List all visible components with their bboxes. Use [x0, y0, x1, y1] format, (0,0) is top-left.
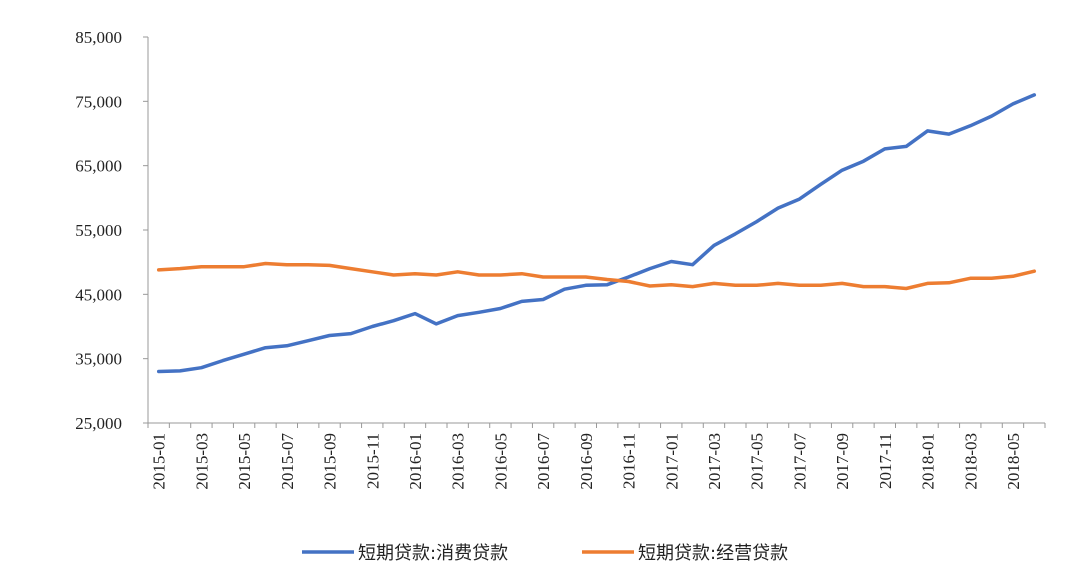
x-tick-label: 2017-03: [705, 433, 724, 490]
x-tick-label: 2015-01: [150, 433, 169, 490]
x-tick-label: 2016-11: [620, 433, 639, 489]
y-tick-label: 45,000: [75, 285, 122, 304]
x-tick-label: 2018-03: [961, 433, 980, 490]
x-tick-label: 2017-07: [790, 433, 809, 490]
x-tick-label: 2018-05: [1004, 433, 1023, 490]
y-axis: 85,000 75,000 65,000 55,000 45,000 35,000 25,0…: [75, 28, 149, 433]
series-layer: [156, 93, 1037, 374]
x-tick-label: 2016-01: [406, 433, 425, 490]
x-tick-label: 2016-07: [534, 433, 553, 490]
series-line-1: [156, 93, 1037, 374]
y-tick-label: 75,000: [75, 92, 122, 111]
y-tick-label: 85,000: [75, 28, 122, 47]
x-tick-label: 2017-05: [748, 433, 767, 490]
legend-label-2: 短期贷款:经营贷款: [638, 543, 788, 564]
x-tick-label: 2016-05: [491, 433, 510, 490]
x-tick-label: 2017-01: [662, 433, 681, 490]
x-tick-label: 2016-03: [449, 433, 468, 490]
y-tick-label: 55,000: [75, 221, 122, 240]
x-tick-label: 2015-09: [321, 433, 340, 490]
x-axis: 2015-01 2015-03 2015-05 2015-07 2015-09 2015-…: [147, 422, 1046, 490]
x-tick-label: 2015-11: [363, 433, 382, 489]
x-tick-label: 2017-11: [876, 433, 895, 489]
y-tick-label: 25,000: [75, 414, 122, 433]
x-tick-label: 2016-09: [577, 433, 596, 490]
legend: 短期贷款:消费贷款 短期贷款:经营贷款: [302, 543, 788, 564]
legend-label-1: 短期贷款:消费贷款: [358, 543, 508, 564]
x-tick-label: 2015-03: [192, 433, 211, 490]
series-line-2: [156, 261, 1037, 291]
y-tick-label: 65,000: [75, 157, 122, 176]
x-tick-label: 2015-05: [235, 433, 254, 490]
x-tick-label: 2015-07: [278, 433, 297, 490]
x-tick-label: 2017-09: [833, 433, 852, 490]
y-tick-label: 35,000: [75, 350, 122, 369]
x-tick-label: 2018-01: [919, 433, 938, 490]
